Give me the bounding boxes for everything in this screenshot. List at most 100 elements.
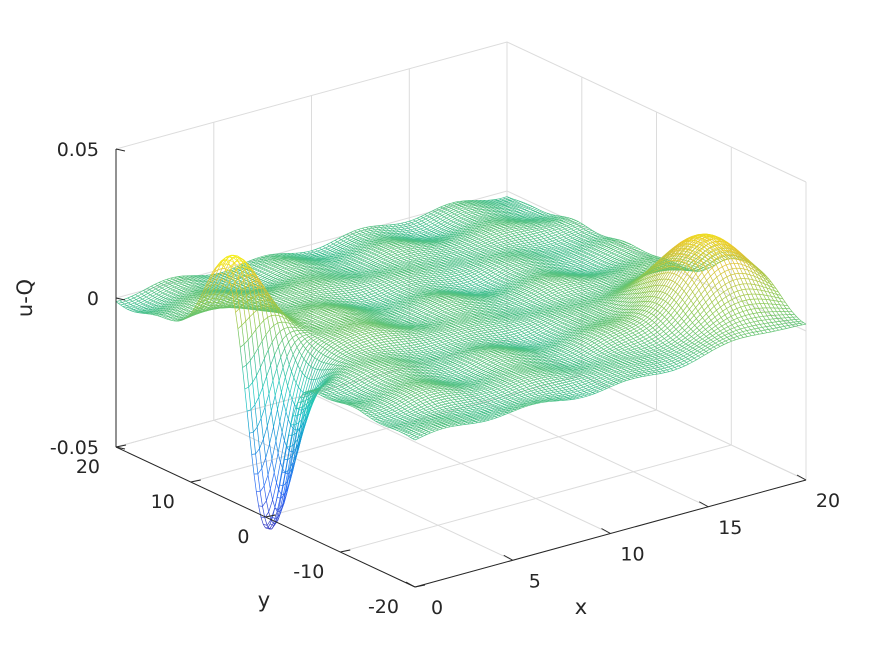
mesh-segment <box>422 285 427 288</box>
mesh-segment <box>416 248 421 251</box>
mesh-segment <box>439 229 445 233</box>
mesh-segment <box>320 254 325 256</box>
mesh-segment <box>337 260 342 263</box>
mesh-segment <box>367 241 372 244</box>
mesh-segment <box>358 286 363 289</box>
mesh-segment <box>403 243 408 246</box>
mesh-segment <box>442 233 448 236</box>
mesh-segment <box>389 299 394 302</box>
mesh-segment <box>486 266 491 269</box>
mesh-segment <box>412 245 417 248</box>
mesh-segment <box>159 284 164 288</box>
mesh-segment <box>383 276 388 279</box>
mesh-segment <box>291 299 297 302</box>
mesh-segment <box>372 269 377 272</box>
mesh-segment <box>447 212 453 215</box>
mesh-segment <box>142 308 147 311</box>
mesh-segment <box>419 250 424 252</box>
mesh-segment <box>175 282 181 285</box>
mesh-segment <box>396 280 401 283</box>
mesh-segment <box>379 289 384 292</box>
mesh-segment <box>425 281 430 283</box>
mesh-segment <box>454 242 459 245</box>
mesh-segment <box>464 244 470 247</box>
mesh-segment <box>427 218 432 221</box>
mesh-segment <box>346 247 352 251</box>
mesh-segment <box>339 269 344 272</box>
mesh-segment <box>382 252 387 255</box>
mesh-segment <box>418 225 423 228</box>
mesh-segment <box>305 252 310 255</box>
mesh-segment <box>151 283 156 287</box>
mesh-segment <box>468 253 473 256</box>
mesh-segment <box>176 314 181 317</box>
mesh-segment <box>461 272 467 275</box>
mesh-segment <box>467 250 473 253</box>
mesh-segment <box>515 267 520 270</box>
mesh-segment <box>261 281 266 284</box>
mesh-segment <box>348 265 354 268</box>
mesh-segment <box>453 249 458 251</box>
mesh-segment <box>142 301 148 305</box>
mesh-segment <box>289 289 294 292</box>
mesh-segment <box>421 261 426 264</box>
mesh-segment <box>380 266 385 269</box>
mesh-segment <box>438 247 443 249</box>
mesh-segment <box>398 250 403 253</box>
mesh-segment <box>558 239 563 242</box>
mesh-segment <box>370 300 375 302</box>
mesh-segment <box>476 210 481 213</box>
mesh-segment <box>489 239 494 242</box>
mesh-segment <box>466 252 471 255</box>
mesh-segment <box>583 249 588 253</box>
mesh-segment <box>499 227 504 229</box>
mesh-segment <box>589 237 594 240</box>
mesh-segment <box>427 283 432 285</box>
mesh-segment <box>358 269 363 272</box>
mesh-segment <box>469 216 474 219</box>
mesh-segment <box>333 246 339 249</box>
mesh-segment <box>501 270 506 274</box>
mesh-segment <box>414 227 419 230</box>
mesh-segment <box>591 245 596 249</box>
mesh-segment <box>559 236 565 239</box>
mesh-segment <box>539 249 544 251</box>
mesh-segment <box>463 247 468 250</box>
mesh-segment <box>433 217 439 221</box>
mesh-segment <box>172 316 177 319</box>
mesh-segment <box>293 271 298 274</box>
mesh-segment <box>350 242 355 245</box>
mesh-segment <box>507 241 512 243</box>
mesh-segment <box>376 257 382 260</box>
mesh-segment <box>404 257 409 260</box>
mesh-segment <box>497 241 502 244</box>
mesh-segment <box>321 285 326 287</box>
mesh-segment <box>525 204 531 208</box>
mesh-segment <box>181 279 186 281</box>
mesh-segment <box>521 224 526 227</box>
mesh-segment <box>479 262 484 266</box>
mesh-segment <box>551 246 556 249</box>
mesh-segment <box>288 295 294 298</box>
mesh-segment <box>429 271 434 273</box>
mesh-segment <box>342 254 347 257</box>
mesh-segment <box>463 257 468 260</box>
mesh-segment <box>458 245 463 248</box>
mesh-segment <box>168 309 174 312</box>
mesh-segment <box>463 216 468 220</box>
mesh-segment <box>191 287 196 290</box>
mesh-segment <box>172 297 177 301</box>
mesh-segment <box>211 298 216 301</box>
mesh-segment <box>588 242 593 245</box>
mesh-segment <box>300 282 305 285</box>
mesh-segment <box>567 218 572 221</box>
mesh-segment <box>434 222 439 226</box>
mesh-segment <box>268 283 273 286</box>
mesh-segment <box>289 263 294 265</box>
mesh-segment <box>359 284 364 286</box>
mesh-segment <box>549 237 555 240</box>
mesh-segment <box>132 303 138 307</box>
mesh-segment <box>399 264 404 267</box>
mesh-segment <box>457 237 462 241</box>
mesh-segment <box>392 265 398 268</box>
